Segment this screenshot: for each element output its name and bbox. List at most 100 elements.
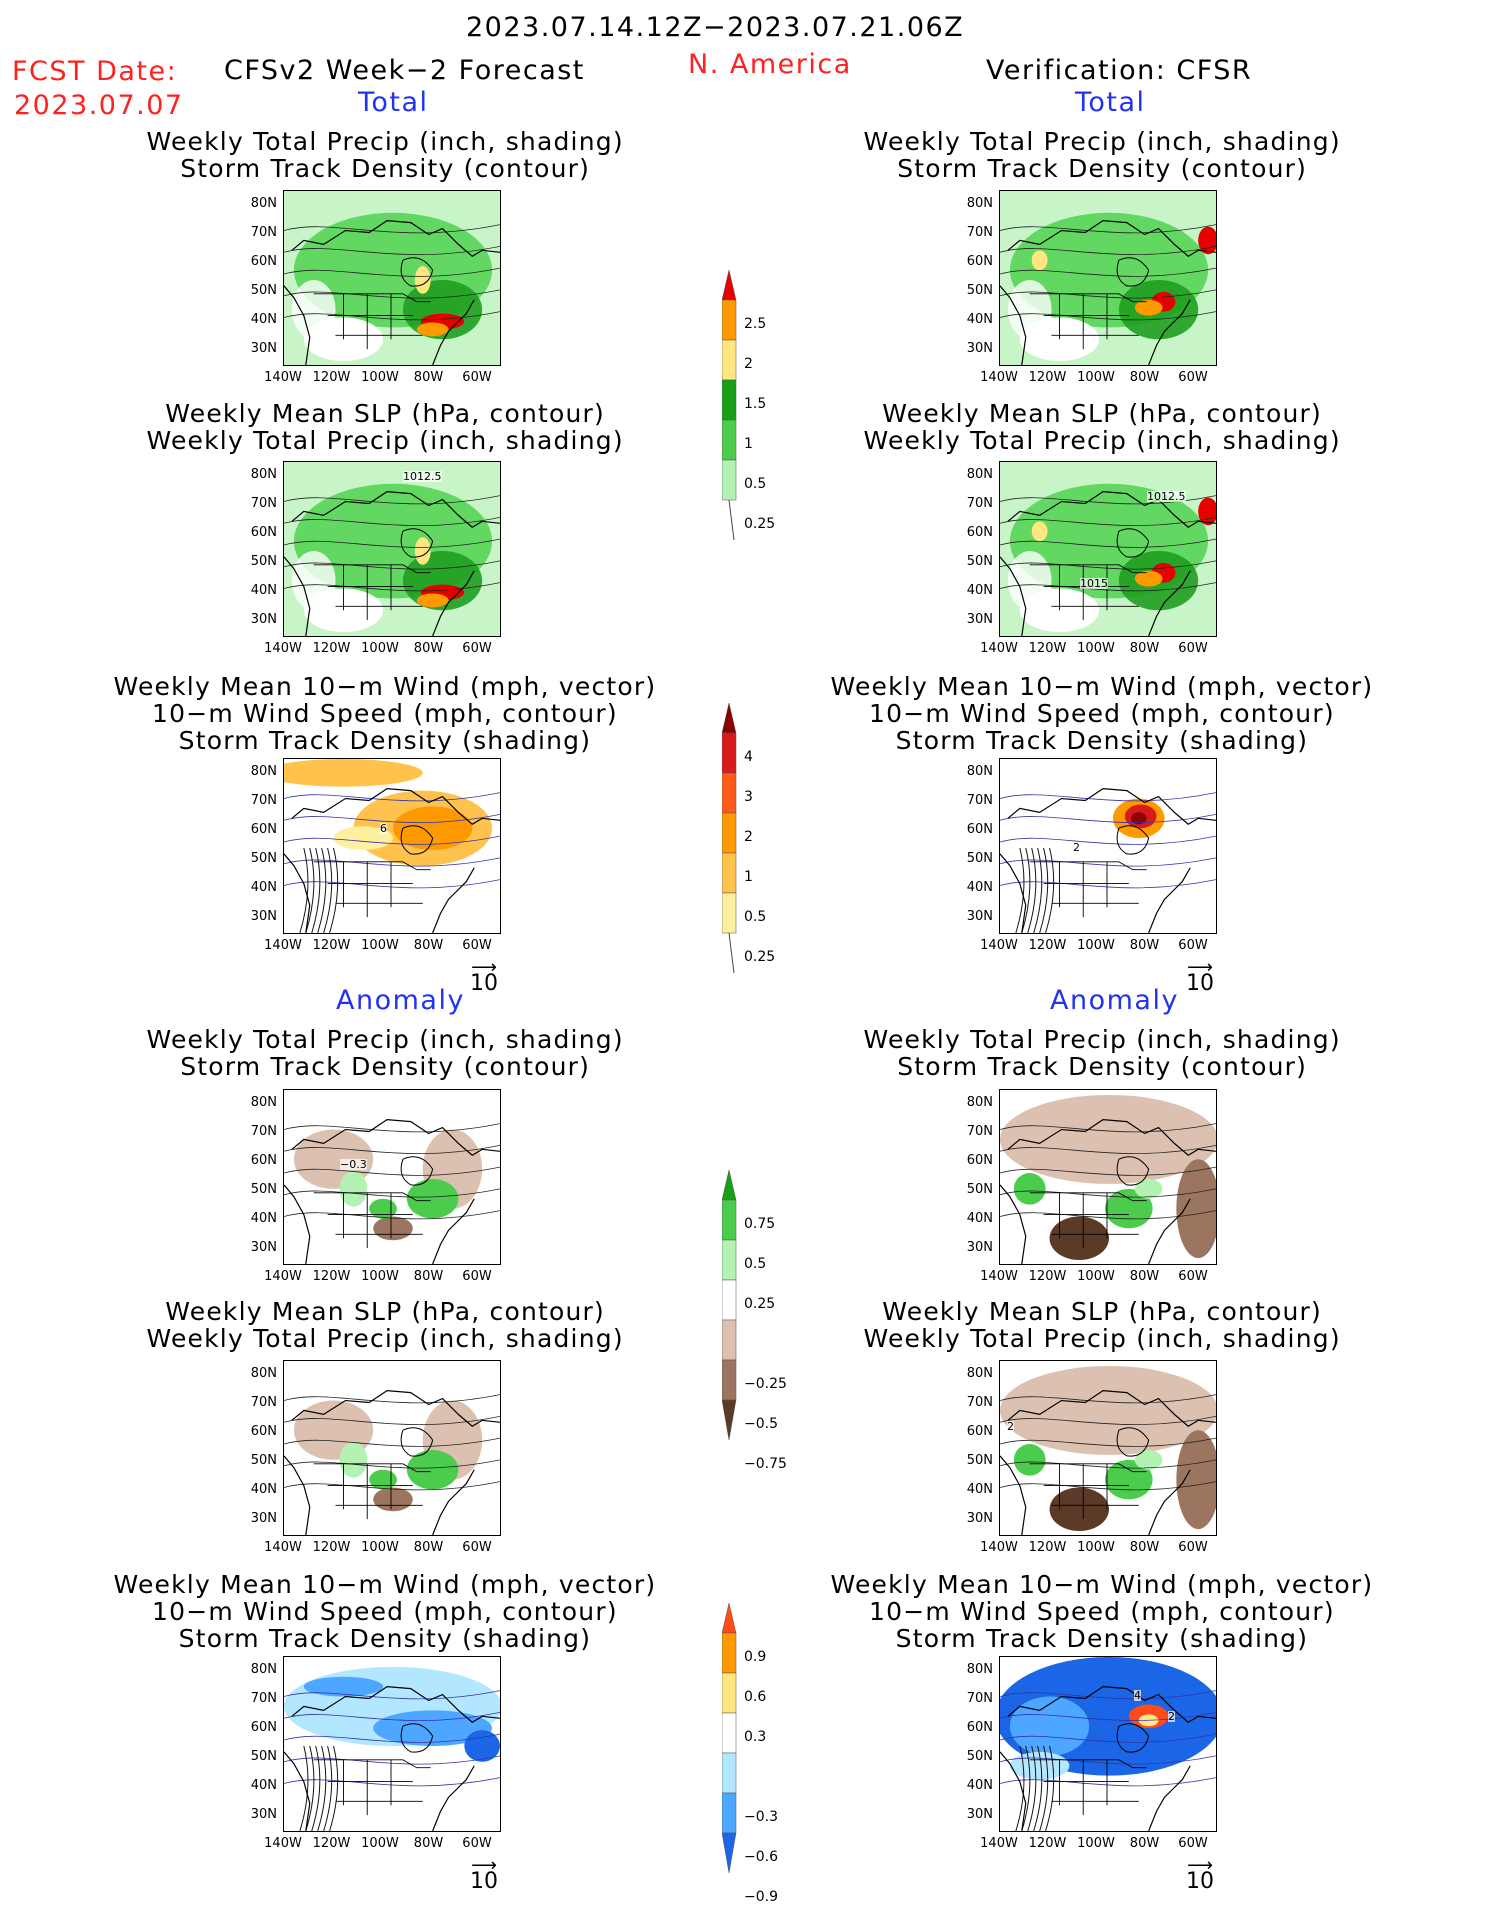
colorbar-tick-label: 1	[744, 869, 753, 885]
map-contour-label: 1012.5	[403, 470, 442, 483]
vector-reference-ob-total: ⟶ 10	[1180, 957, 1220, 995]
lat-tick-label: 70N	[966, 496, 993, 511]
shading-area	[339, 1171, 368, 1207]
vector-reference-fc-anomaly: ⟶ 10	[464, 1857, 504, 1894]
lon-tick-label: 120W	[312, 1836, 351, 1851]
contour-line	[1000, 835, 1216, 845]
lat-tick-label: 30N	[966, 909, 993, 924]
shading-area	[406, 1449, 459, 1490]
shading-area	[1007, 279, 1052, 340]
lat-tick-label: 30N	[966, 612, 993, 627]
date-range: 2023.07.14.12Z−2023.07.21.06Z	[466, 12, 965, 43]
colorbar-tick-label: 0.5	[744, 1256, 767, 1272]
lon-tick-label: 140W	[264, 1269, 302, 1284]
panel-title-line: Weekly Mean 10−m Wind (mph, vector)	[113, 672, 657, 701]
state-borders	[313, 293, 431, 350]
colorbar-storm-anomaly: 0.9 0.6 0.3 −0.3 −0.6 −0.9	[721, 1602, 778, 1927]
lat-tick-label: 80N	[966, 1366, 993, 1381]
map-panel-ob-wind-anomaly	[999, 1656, 1217, 1832]
hudson-bay-outline	[400, 1427, 434, 1457]
lat-tick-label: 60N	[966, 822, 993, 837]
lat-tick-label: 80N	[250, 196, 277, 211]
shading-area	[291, 279, 336, 340]
panel-title-line: Weekly Total Precip (inch, shading)	[146, 1025, 624, 1054]
contour-line	[1000, 516, 1216, 526]
lat-tick-label: 40N	[250, 1778, 277, 1793]
colorbar-tick-label: 4	[744, 749, 753, 765]
contour-line	[284, 1123, 500, 1133]
panel-title: Weekly Mean SLP (hPa, contour) Weekly Tot…	[147, 400, 624, 454]
lat-tick-label: 50N	[966, 1182, 993, 1197]
state-borders	[1029, 1463, 1147, 1520]
lat-tick-label: 80N	[966, 1095, 993, 1110]
lon-tick-label: 140W	[264, 1836, 302, 1851]
lat-tick-label: 80N	[966, 467, 993, 482]
colorbar-tick-label: −0.3	[744, 1809, 778, 1825]
reference-arrow-icon: ⟶	[1187, 957, 1213, 978]
map-panel-fc-precip-total	[283, 190, 501, 366]
state-borders	[1029, 861, 1147, 918]
lon-tick-label: 120W	[1028, 641, 1067, 656]
panel-title-line: Weekly Total Precip (inch, shading)	[146, 1324, 624, 1353]
shading-area	[1134, 1449, 1163, 1470]
shading-area	[333, 826, 393, 850]
shading-area	[1000, 1365, 1216, 1455]
shading-area	[373, 1710, 493, 1746]
lon-tick-label: 120W	[312, 1269, 351, 1284]
map-canvas	[284, 1361, 500, 1535]
lon-tick-label: 120W	[1028, 1269, 1067, 1284]
lon-tick-label: 60W	[1178, 641, 1208, 656]
forecast-model-title: CFSv2 Week−2 Forecast	[224, 55, 585, 86]
wind-speed-contour	[1021, 1745, 1031, 1831]
colorbar-segment	[721, 1632, 737, 1674]
section-anomaly-left: Anomaly	[336, 985, 465, 1016]
panel-title: Weekly Total Precip (inch, shading) Storm…	[147, 128, 624, 182]
colorbar-graphic	[721, 269, 737, 541]
state-borders	[1029, 293, 1147, 350]
lon-tick-label: 120W	[1028, 1836, 1067, 1851]
contour-line	[284, 1144, 500, 1154]
wind-speed-contour	[1021, 847, 1031, 933]
panel-title: Weekly Total Precip (inch, shading) Storm…	[147, 1026, 624, 1080]
lon-tick-label: 100W	[1077, 938, 1115, 953]
vector-reference-label: 10	[470, 1869, 498, 1894]
panel-title-line: Weekly Mean 10−m Wind (mph, vector)	[830, 1570, 1374, 1599]
hudson-bay-outline	[1116, 1723, 1150, 1753]
hudson-bay-outline	[1116, 528, 1150, 558]
lat-tick-label: 50N	[250, 1749, 277, 1764]
lat-tick-label: 30N	[250, 909, 277, 924]
lon-tick-label: 120W	[312, 1540, 351, 1555]
lat-tick-label: 70N	[966, 1691, 993, 1706]
shading-area	[373, 1487, 413, 1512]
lat-tick-label: 40N	[250, 1482, 277, 1497]
state-borders	[1029, 1759, 1147, 1816]
contour-line	[1000, 224, 1216, 234]
shading-area	[339, 1442, 368, 1478]
map-contour-label: 1012.5	[1147, 490, 1186, 503]
map-canvas	[1000, 1361, 1216, 1535]
lon-tick-label: 80W	[1129, 370, 1160, 385]
lon-tick-label: 100W	[1077, 641, 1115, 656]
contour-line	[1000, 857, 1216, 867]
panel-title-line: Storm Track Density (contour)	[180, 154, 591, 183]
colorbar-tick-label: 0.75	[744, 1216, 776, 1232]
shading-area	[369, 1198, 397, 1219]
lon-tick-label: 100W	[1077, 370, 1115, 385]
panel-title-line: Storm Track Density (shading)	[895, 726, 1309, 755]
shading-area	[1031, 521, 1048, 542]
colorbar-tick-label: −0.75	[744, 1456, 787, 1472]
lon-tick-label: 80W	[413, 1269, 444, 1284]
lat-tick-label: 80N	[966, 1662, 993, 1677]
contour-line	[284, 1755, 500, 1765]
contour-line	[1000, 813, 1216, 823]
map-canvas	[1000, 1090, 1216, 1264]
wind-speed-contour	[329, 1745, 339, 1831]
fcst-date-value: 2023.07.07	[14, 90, 184, 121]
hudson-bay-outline	[400, 1156, 434, 1186]
colorbar-bottom-tail	[728, 932, 735, 974]
map-canvas	[284, 1657, 500, 1831]
contour-line	[284, 495, 500, 505]
lat-tick-label: 80N	[250, 1662, 277, 1677]
colorbar-graphic	[721, 1169, 737, 1441]
colorbar-segment	[721, 732, 737, 774]
